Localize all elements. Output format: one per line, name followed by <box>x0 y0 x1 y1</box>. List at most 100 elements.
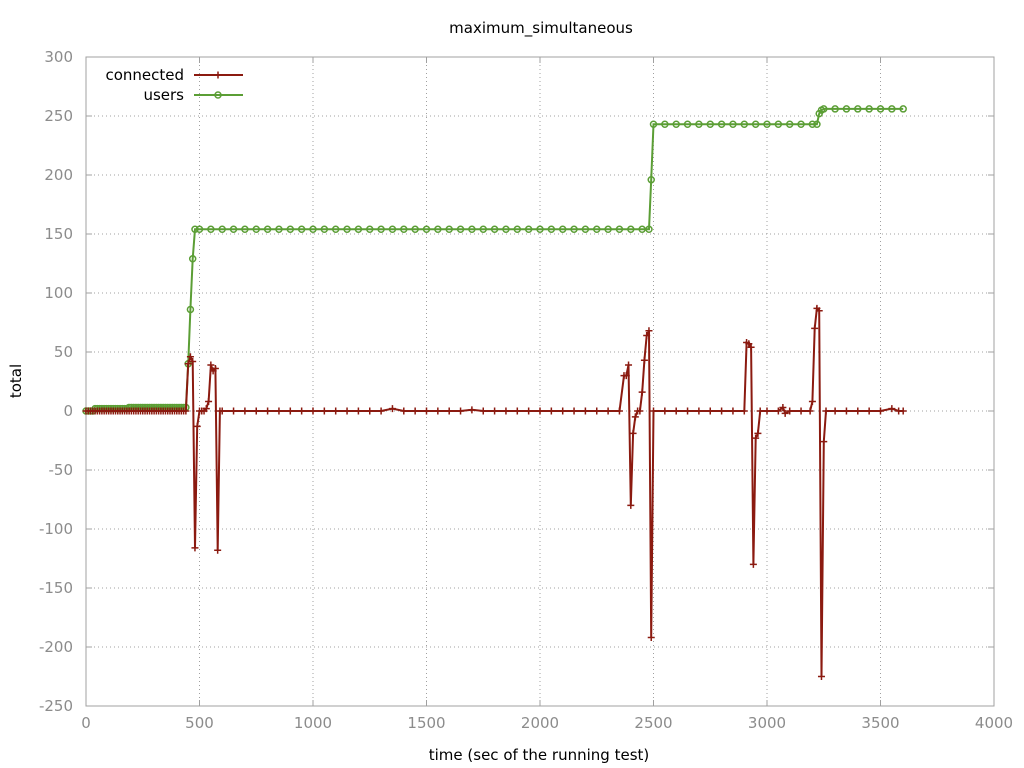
data-point-connected <box>877 407 884 415</box>
series-connected <box>82 304 907 680</box>
grid-lines <box>86 57 994 706</box>
data-point-users <box>797 120 805 129</box>
data-point-connected <box>230 407 238 415</box>
data-point-connected <box>479 407 487 415</box>
legend-label-connected: connected <box>105 66 184 84</box>
data-point-connected <box>774 407 782 415</box>
data-point-users <box>275 225 283 234</box>
data-point-users <box>468 225 476 234</box>
data-point-users <box>888 105 896 113</box>
data-point-connected <box>817 673 825 680</box>
data-point-connected <box>718 407 726 415</box>
data-point-users <box>645 225 653 234</box>
data-point-connected <box>411 407 419 415</box>
data-point-users <box>672 120 680 129</box>
data-point-users <box>820 105 828 113</box>
data-point-connected <box>191 544 199 552</box>
x-tick-label: 4000 <box>975 714 1013 732</box>
data-point-users <box>842 105 851 113</box>
data-point-users <box>377 225 385 234</box>
x-axis-title: time (sec of the running test) <box>429 746 650 764</box>
series-users <box>82 105 907 415</box>
data-point-users <box>717 120 726 129</box>
data-point-connected <box>706 407 714 415</box>
data-point-users <box>547 225 556 234</box>
data-point-connected <box>202 405 210 413</box>
data-point-users <box>241 225 249 234</box>
data-point-connected <box>264 407 272 415</box>
data-point-users <box>263 225 272 234</box>
data-point-connected <box>354 407 362 415</box>
data-point-connected <box>211 365 219 373</box>
y-tick-label: 250 <box>44 107 73 125</box>
x-tick-label: 2000 <box>521 714 559 732</box>
data-point-users <box>638 225 646 234</box>
data-point-users <box>286 225 295 234</box>
data-point-connected <box>747 343 755 351</box>
data-point-users <box>188 255 197 263</box>
data-point-users <box>558 225 567 234</box>
data-point-connected <box>241 407 249 415</box>
data-point-connected <box>756 407 764 415</box>
y-axis-ticks: -250 -200 -150 -100 -50 0 50 100 150 200 250 300 <box>39 48 994 715</box>
data-point-connected <box>547 407 555 415</box>
data-point-connected <box>786 407 794 415</box>
data-point-users <box>604 225 612 234</box>
data-point-connected <box>193 422 201 430</box>
data-point-connected <box>189 357 197 365</box>
data-point-connected <box>808 398 816 406</box>
x-tick-label: 1500 <box>407 714 445 732</box>
data-point-connected <box>822 407 830 415</box>
data-point-connected <box>661 407 669 415</box>
data-point-connected <box>184 360 192 368</box>
x-axis-ticks: 0 500 1000 1500 2000 2500 3000 3500 4000 <box>81 57 1013 732</box>
data-point-connected <box>423 407 430 415</box>
data-point-users <box>479 225 487 234</box>
data-point-connected <box>779 403 787 411</box>
data-point-connected <box>740 407 748 415</box>
data-point-connected <box>754 429 762 437</box>
data-point-users <box>434 225 442 234</box>
data-point-users <box>536 225 544 234</box>
x-tick-label: 1000 <box>294 714 332 732</box>
y-axis-title: total <box>7 364 25 398</box>
data-point-connected <box>627 501 635 509</box>
data-point-users <box>865 105 873 113</box>
data-point-connected <box>763 407 771 415</box>
data-point-users <box>343 225 351 234</box>
data-point-connected <box>513 407 521 415</box>
data-point-users <box>207 225 215 234</box>
x-tick-label: 3000 <box>748 714 786 732</box>
y-tick-label: 100 <box>44 284 73 302</box>
data-point-users <box>513 225 522 234</box>
data-point-users <box>252 225 260 234</box>
data-point-connected <box>640 356 648 364</box>
y-tick-label: -250 <box>39 697 73 715</box>
data-point-connected <box>815 307 823 315</box>
x-tick-label: 500 <box>185 714 214 732</box>
data-point-connected <box>820 438 828 446</box>
legend-marker-connected <box>214 71 222 79</box>
data-point-connected <box>629 429 637 437</box>
data-point-connected <box>604 407 612 415</box>
data-point-connected <box>536 407 544 415</box>
data-point-users <box>695 120 703 129</box>
data-point-connected <box>207 361 215 369</box>
y-tick-label: 0 <box>63 402 73 420</box>
data-point-connected <box>650 407 657 415</box>
data-point-users <box>729 120 737 129</box>
data-point-users <box>785 120 794 129</box>
data-point-connected <box>645 327 653 335</box>
data-point-connected <box>570 407 578 415</box>
data-point-users <box>456 225 465 234</box>
series-line-connected <box>86 306 904 677</box>
data-point-connected <box>457 407 465 415</box>
data-point-users <box>740 120 749 129</box>
data-point-connected <box>899 407 907 415</box>
data-point-users <box>309 225 317 234</box>
legend-marker-users <box>214 91 222 99</box>
data-point-connected <box>643 331 651 339</box>
data-point-users <box>661 120 669 129</box>
y-tick-label: 50 <box>54 343 73 361</box>
